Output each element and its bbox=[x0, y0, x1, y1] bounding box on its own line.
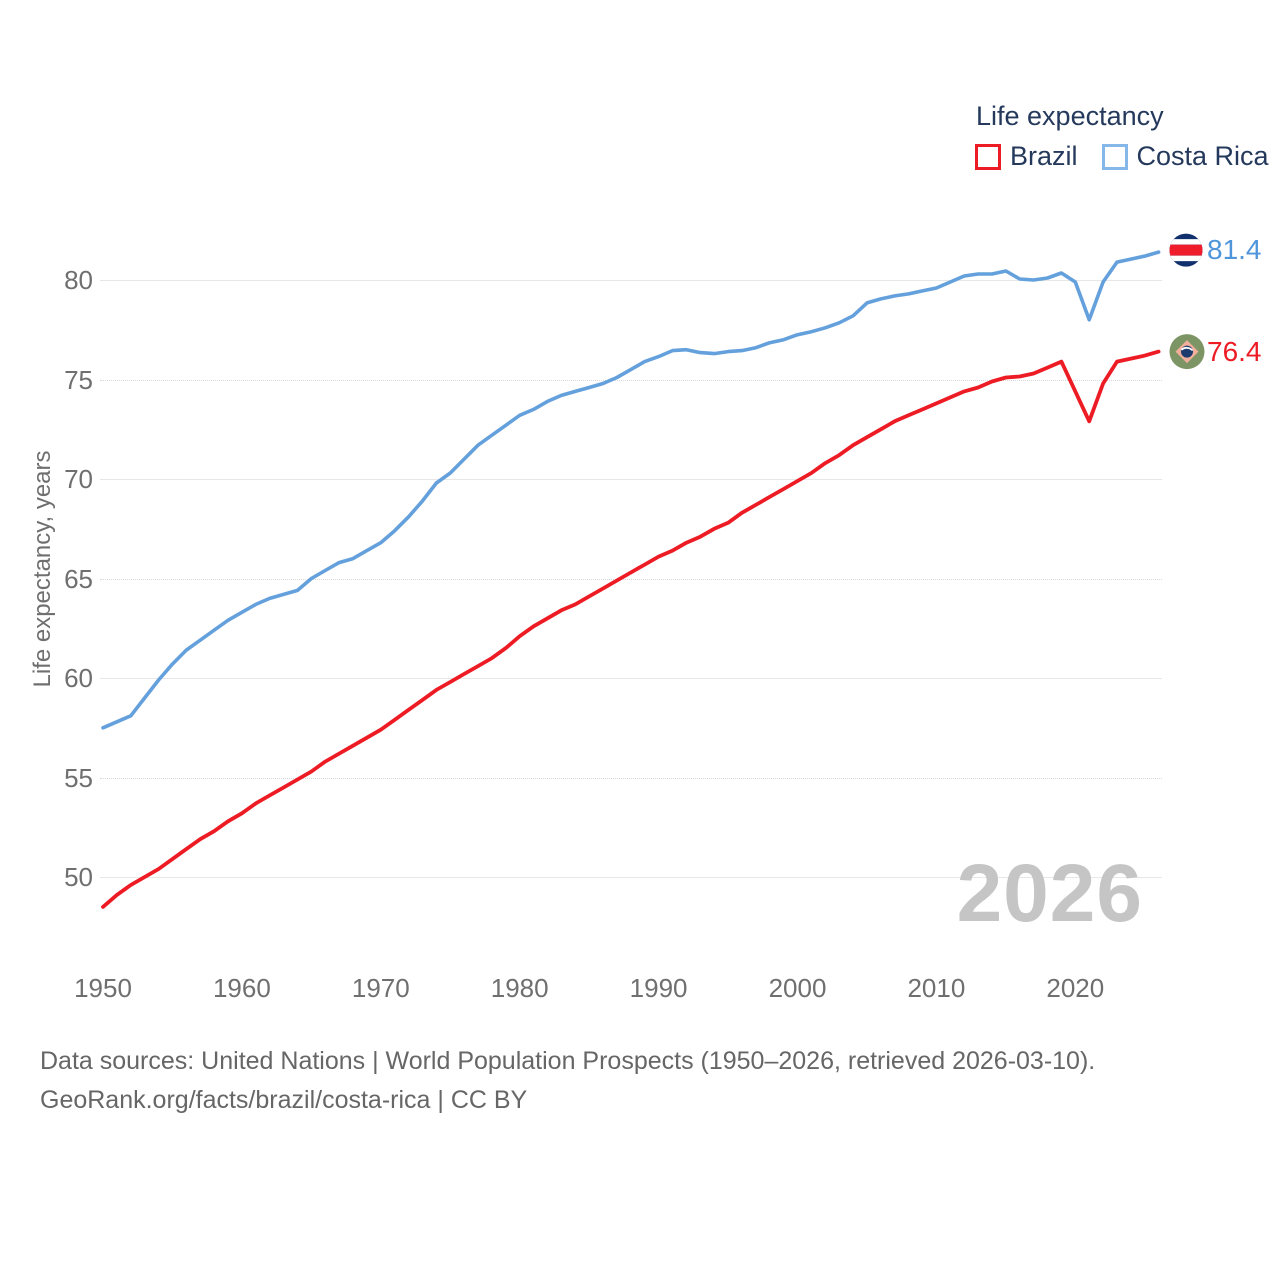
legend-label-costa-rica: Costa Rica bbox=[1136, 141, 1269, 171]
source-line-1: Data sources: United Nations | World Pop… bbox=[40, 1047, 1096, 1075]
y-axis-title: Life expectancy, years bbox=[29, 450, 56, 688]
brazil-swatch-icon bbox=[975, 143, 1001, 170]
source-line-2: GeoRank.org/facts/brazil/costa-rica | CC… bbox=[40, 1086, 528, 1114]
costa-rica-line bbox=[101, 250, 1161, 730]
gridline-60 bbox=[100, 678, 1162, 679]
legend-item-brazil[interactable]: Brazil bbox=[975, 141, 1078, 172]
legend-title: Life expectancy bbox=[976, 101, 1164, 131]
source-attribution: Data sources: United Nations | World Pop… bbox=[40, 1042, 1095, 1120]
x-tick-label-2000: 2000 bbox=[768, 973, 827, 1003]
y-tick-label-65: 65 bbox=[64, 563, 93, 594]
brazil-line bbox=[101, 349, 1161, 909]
x-tick-label-1980: 1980 bbox=[490, 973, 549, 1003]
y-tick-label-80: 80 bbox=[64, 265, 93, 295]
y-tick-label-70: 70 bbox=[64, 464, 93, 494]
y-tick-label-75: 75 bbox=[64, 364, 93, 395]
y-tick-label-50: 50 bbox=[64, 862, 93, 892]
legend-label-brazil: Brazil bbox=[1010, 141, 1078, 171]
x-tick-label-1970: 1970 bbox=[351, 973, 410, 1003]
costa-rica-flag-icon bbox=[1169, 233, 1203, 267]
brazil-flag-icon bbox=[1169, 334, 1205, 370]
x-tick-label-1960: 1960 bbox=[212, 973, 271, 1003]
watermark-year: 2026 bbox=[956, 848, 1143, 939]
costa-rica-swatch-icon bbox=[1101, 143, 1128, 170]
x-tick-label-1950: 1950 bbox=[74, 973, 132, 1003]
gridline-75 bbox=[100, 379, 1162, 381]
gridline-80 bbox=[100, 280, 1162, 281]
gridline-55 bbox=[100, 777, 1162, 779]
x-tick-label-2010: 2010 bbox=[907, 973, 966, 1003]
costa-rica-value-label: 81.4 bbox=[1207, 234, 1262, 266]
legend-item-costa-rica[interactable]: Costa Rica bbox=[1101, 141, 1269, 172]
x-tick-label-1990: 1990 bbox=[629, 973, 688, 1003]
legend: Brazil Costa Rica bbox=[975, 141, 1269, 172]
x-tick-label-2020: 2020 bbox=[1046, 973, 1105, 1003]
y-tick-label-60: 60 bbox=[64, 663, 93, 693]
gridline-65 bbox=[100, 578, 1162, 580]
gridline-70 bbox=[100, 479, 1162, 480]
brazil-value-label: 76.4 bbox=[1207, 335, 1262, 367]
y-tick-label-55: 55 bbox=[64, 762, 93, 793]
